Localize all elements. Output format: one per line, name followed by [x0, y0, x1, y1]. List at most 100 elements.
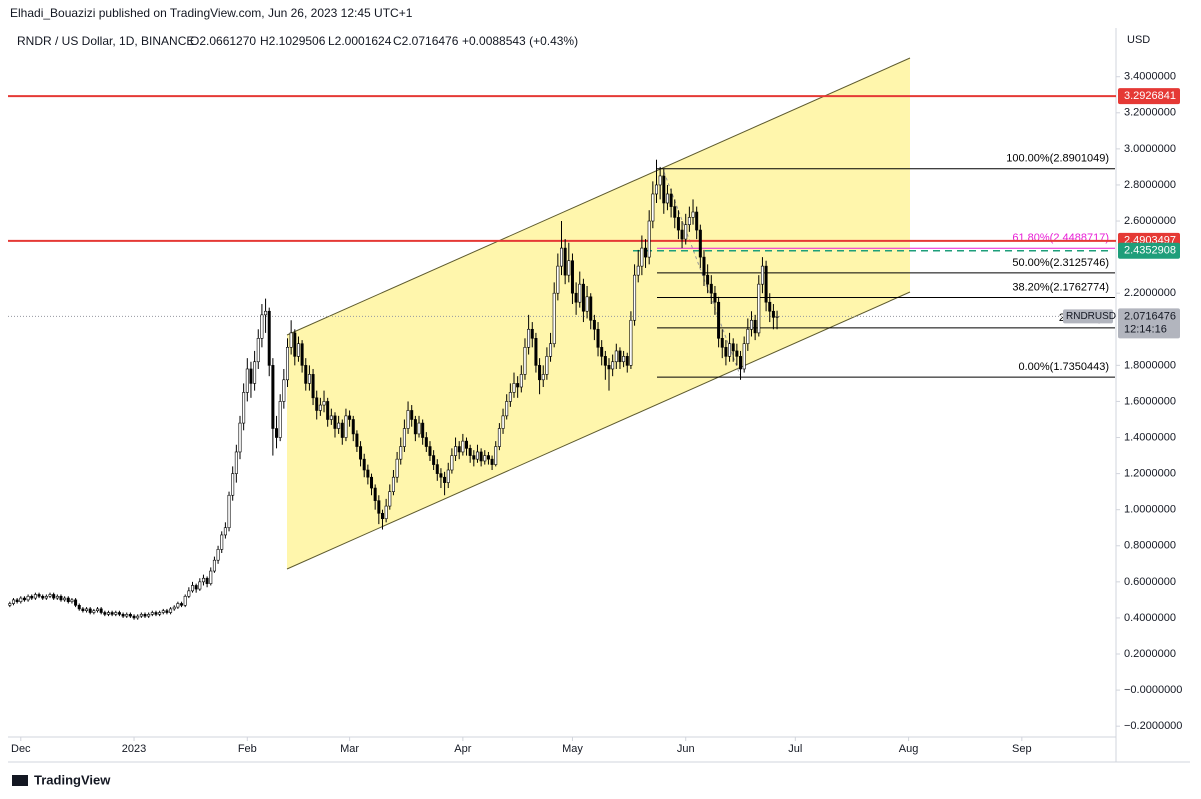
candle-body: [256, 338, 260, 363]
candle-body: [450, 455, 454, 471]
currency: USD: [1127, 34, 1150, 46]
symbol-label: RNDRUSD: [1066, 311, 1116, 322]
candle-body: [37, 594, 41, 597]
candle-body: [161, 610, 165, 613]
candle-body: [260, 314, 264, 339]
candle-body: [516, 383, 520, 388]
candle-body: [77, 605, 81, 610]
y-tick-label: 2.2000000: [1124, 287, 1176, 299]
ohlc-value: H2.1029506: [260, 34, 326, 48]
candle-body: [574, 292, 578, 303]
candle-body: [647, 220, 651, 258]
candle-body: [388, 491, 392, 507]
candle-body: [527, 328, 531, 348]
candle-body: [413, 419, 417, 435]
candle-body: [731, 343, 735, 352]
candle-body: [457, 446, 461, 453]
candle-body: [673, 206, 677, 218]
candle-body: [709, 283, 713, 294]
y-tick-label: 1.2000000: [1124, 468, 1176, 480]
candle-body: [121, 614, 125, 617]
candle-body: [640, 247, 644, 267]
candle-body: [85, 608, 89, 612]
price-label-box: [1118, 242, 1180, 259]
candle-body: [552, 292, 556, 345]
candle-body: [764, 265, 768, 303]
candle-body: [158, 612, 162, 615]
fib-label: 0.00%(1.7350443): [1018, 361, 1109, 373]
candle-body: [695, 211, 699, 231]
candle-body: [183, 595, 187, 606]
candle-body: [735, 350, 739, 357]
candle-body: [417, 422, 421, 435]
candle-body: [117, 612, 121, 615]
fib-label: 61.80%(2.4488717): [1012, 232, 1109, 244]
candle-body: [231, 473, 235, 496]
candle-body: [223, 527, 227, 536]
candle-body: [402, 428, 406, 447]
candle-body: [340, 422, 344, 438]
candle-body: [651, 193, 655, 222]
candle-body: [81, 608, 85, 612]
candle-body: [497, 428, 501, 447]
candle-body: [373, 487, 377, 501]
fib-label: 100.00%(2.8901049): [1006, 153, 1109, 165]
candle-body: [739, 356, 743, 370]
candle-body: [435, 464, 439, 474]
logo-icon: [12, 775, 28, 786]
candle-body: [395, 458, 399, 478]
candle-body: [410, 410, 414, 420]
candle-body: [329, 415, 333, 420]
y-tick-label: 0.8000000: [1124, 540, 1176, 552]
y-tick-label: 1.8000000: [1124, 359, 1176, 371]
candle-body: [114, 612, 118, 615]
candle-body: [278, 401, 282, 438]
y-tick-label: 2.8000000: [1124, 179, 1176, 191]
ohlc-value: C2.0716476: [393, 34, 459, 48]
candle-body: [706, 274, 710, 285]
candle-body: [150, 612, 154, 615]
candle-body: [443, 476, 447, 483]
candle-body: [242, 392, 246, 424]
candle-body: [22, 597, 26, 601]
candle-body: [245, 368, 249, 393]
candle-body: [264, 310, 268, 316]
candle-body: [541, 374, 545, 381]
candle-body: [771, 310, 775, 318]
candle-body: [633, 274, 637, 321]
candle-body: [147, 614, 151, 617]
candle-body: [285, 347, 289, 381]
ohlc-value: L2.0001624: [328, 34, 392, 48]
candle-body: [88, 608, 92, 613]
candle-body: [172, 606, 176, 610]
candle-body: [132, 615, 136, 619]
channel-bottom: [286, 291, 911, 570]
candle-body: [757, 283, 761, 334]
candle-body: [74, 599, 78, 606]
x-tick-label: Mar: [340, 743, 359, 755]
candle-body: [676, 217, 680, 231]
candle-body: [501, 415, 505, 429]
candle-body: [169, 608, 173, 613]
candle-body: [26, 595, 30, 601]
y-tick-label: 0.4000000: [1124, 612, 1176, 624]
candle-body: [523, 347, 527, 375]
candle-body: [30, 595, 34, 599]
x-tick-label: Aug: [899, 743, 919, 755]
candle-body: [618, 350, 622, 363]
candle-body: [11, 599, 15, 604]
x-tick-label: 2023: [122, 743, 146, 755]
candle-body: [538, 365, 542, 381]
candle-body: [307, 374, 311, 384]
fib-label: 50.00%(2.3125746): [1012, 257, 1109, 269]
candle-body: [454, 446, 458, 456]
candle-body: [139, 614, 143, 617]
candle-body: [282, 379, 286, 402]
candle-body: [662, 175, 666, 204]
candle-body: [432, 455, 436, 465]
candle-body: [505, 401, 509, 417]
candle-body: [545, 356, 549, 375]
candle-body: [698, 229, 702, 258]
candle-body: [622, 356, 626, 363]
